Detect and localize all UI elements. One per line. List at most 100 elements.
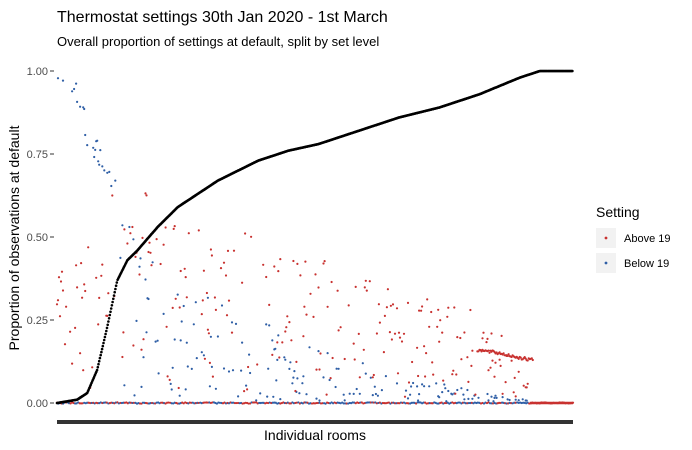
point-below-19 xyxy=(361,362,364,365)
point-below-19 xyxy=(259,392,262,395)
point-above-19 xyxy=(415,402,418,405)
point-above-19 xyxy=(526,382,529,385)
point-above-19 xyxy=(441,331,444,334)
chart-title: Thermostat settings 30th Jan 2020 - 1st … xyxy=(57,9,388,26)
point-below-19 xyxy=(308,346,311,349)
point-above-19 xyxy=(81,296,84,299)
point-above-19 xyxy=(144,192,147,195)
point-overall xyxy=(102,341,105,345)
point-below-19 xyxy=(466,388,469,392)
point-below-19 xyxy=(471,397,474,400)
point-above-19 xyxy=(241,281,244,284)
point-above-19 xyxy=(418,309,421,312)
point-below-19 xyxy=(101,165,104,168)
point-below-19 xyxy=(317,350,320,353)
point-above-19 xyxy=(140,348,143,351)
point-above-19 xyxy=(420,309,423,312)
point-above-19 xyxy=(485,341,488,344)
point-below-19 xyxy=(447,389,450,393)
point-below-19 xyxy=(501,396,504,399)
point-below-19 xyxy=(214,387,217,390)
point-above-19 xyxy=(222,261,226,264)
y-tick-label: 1.00 xyxy=(27,66,48,78)
point-above-19 xyxy=(517,370,520,373)
point-above-19 xyxy=(451,373,454,376)
point-overall xyxy=(97,362,100,366)
point-above-19 xyxy=(474,393,477,396)
point-above-19 xyxy=(235,401,238,405)
point-below-19 xyxy=(369,376,372,379)
point-above-19 xyxy=(510,359,513,362)
point-below-19 xyxy=(142,356,145,359)
point-above-19 xyxy=(292,259,295,263)
point-below-19 xyxy=(463,398,466,401)
point-above-19 xyxy=(390,401,393,404)
point-below-19 xyxy=(376,394,379,397)
legend-title: Setting xyxy=(596,204,640,220)
point-below-19 xyxy=(279,398,282,401)
point-below-19 xyxy=(412,381,415,385)
point-above-19 xyxy=(213,296,216,299)
point-below-19 xyxy=(277,334,280,337)
point-below-19 xyxy=(298,392,301,395)
point-below-19 xyxy=(227,370,231,373)
point-below-19 xyxy=(291,382,294,385)
point-below-19 xyxy=(123,384,126,387)
point-overall xyxy=(104,332,107,336)
point-below-19 xyxy=(98,163,101,166)
point-above-19 xyxy=(407,381,411,384)
point-above-19 xyxy=(365,289,368,292)
point-below-19 xyxy=(157,372,160,375)
point-below-19 xyxy=(289,361,292,364)
point-above-19 xyxy=(178,306,181,309)
point-above-19 xyxy=(265,275,268,279)
point-above-19 xyxy=(97,323,100,326)
x-axis-bar xyxy=(57,420,573,424)
point-above-19 xyxy=(253,401,256,404)
point-overall xyxy=(106,323,109,327)
point-above-19 xyxy=(100,274,103,277)
point-above-19 xyxy=(526,359,529,362)
point-below-19 xyxy=(486,392,489,396)
point-above-19 xyxy=(407,402,410,405)
point-below-19 xyxy=(99,149,102,152)
point-above-19 xyxy=(396,372,400,375)
point-below-19 xyxy=(216,335,219,338)
point-above-19 xyxy=(437,308,440,311)
point-below-19 xyxy=(342,393,345,396)
point-below-19 xyxy=(176,293,179,296)
point-below-19 xyxy=(409,393,412,396)
point-below-19 xyxy=(231,369,235,372)
point-above-19 xyxy=(209,248,212,251)
point-below-19 xyxy=(119,256,122,259)
point-above-19 xyxy=(489,366,492,369)
point-above-19 xyxy=(510,355,513,359)
point-above-19 xyxy=(91,366,94,369)
point-below-19 xyxy=(209,335,212,338)
point-above-19 xyxy=(149,251,152,254)
point-below-19 xyxy=(525,399,528,402)
point-below-19 xyxy=(86,144,89,147)
point-above-19 xyxy=(123,228,126,231)
legend-key-below-19 xyxy=(604,261,608,265)
point-above-19 xyxy=(206,328,209,331)
point-below-19 xyxy=(170,388,173,391)
point-below-19 xyxy=(61,79,65,82)
legend-key-above-19 xyxy=(604,236,608,240)
point-above-19 xyxy=(470,364,473,367)
point-above-19 xyxy=(323,260,326,263)
point-below-19 xyxy=(438,396,441,399)
point-above-19 xyxy=(430,310,433,314)
point-below-19 xyxy=(96,139,99,142)
point-above-19 xyxy=(371,376,374,379)
point-above-19 xyxy=(279,258,282,261)
point-below-19 xyxy=(171,366,174,369)
legend-label-below-19: Below 19 xyxy=(624,258,669,270)
data-points xyxy=(55,69,575,405)
point-above-19 xyxy=(250,235,253,238)
point-below-19 xyxy=(441,391,444,394)
point-below-19 xyxy=(179,339,182,342)
x-axis-label: Individual rooms xyxy=(264,427,366,443)
point-above-19 xyxy=(131,225,134,229)
point-above-19 xyxy=(246,388,249,391)
